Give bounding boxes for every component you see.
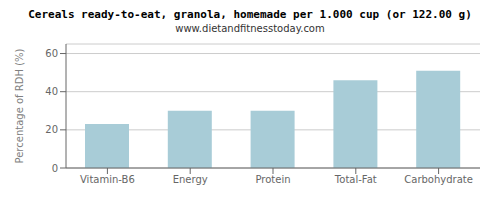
svg-text:Total-Fat: Total-Fat	[334, 174, 377, 185]
svg-text:0: 0	[52, 163, 58, 174]
svg-text:40: 40	[45, 86, 58, 97]
svg-text:Protein: Protein	[255, 174, 290, 185]
svg-text:60: 60	[45, 48, 58, 59]
svg-text:Energy: Energy	[173, 174, 208, 185]
svg-text:Percentage of RDH (%): Percentage of RDH (%)	[14, 48, 25, 163]
svg-text:Vitamin-B6: Vitamin-B6	[80, 174, 135, 185]
svg-text:20: 20	[45, 124, 58, 135]
html-text:Cereals ready-to-eat, granola,: Cereals ready-to-eat, granola, homemade …	[28, 8, 472, 21]
svg-text:Carbohydrate: Carbohydrate	[404, 174, 473, 185]
html-text:www.dietandfitnesstoday.com: www.dietandfitnesstoday.com	[175, 23, 325, 34]
